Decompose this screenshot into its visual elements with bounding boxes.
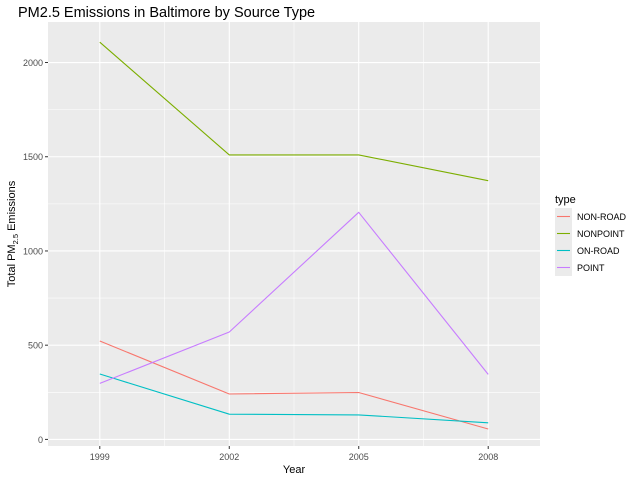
legend: type NON-ROAD NONPOINT ON-ROAD POINT: [555, 194, 626, 276]
x-tick-label: 2008: [478, 452, 498, 462]
y-tick-label: 1000: [23, 246, 43, 256]
series-line-point: [99, 211, 489, 384]
series-line-on-road: [99, 373, 489, 424]
x-tick-label: 1999: [90, 452, 110, 462]
y-tick-label: 2000: [23, 58, 43, 68]
series-line-nonpoint: [99, 41, 489, 182]
legend-label: ON-ROAD: [577, 246, 620, 256]
x-tick-label: 2005: [349, 452, 369, 462]
y-tick-label: 500: [28, 341, 43, 351]
series-lines: [99, 41, 489, 430]
legend-label: NONPOINT: [577, 229, 625, 239]
y-tick-label: 1500: [23, 152, 43, 162]
y-axis-label: Total PM2.5 Emissions: [6, 180, 20, 287]
x-axis: 1999 2002 2005 2008: [90, 446, 498, 462]
chart-title: PM2.5 Emissions in Baltimore by Source T…: [18, 5, 315, 21]
grid-minor: [48, 22, 540, 446]
x-tick-label: 2002: [219, 452, 239, 462]
y-axis-label-suffix: Emissions: [6, 180, 18, 234]
y-axis: 0 500 1000 1500 2000: [23, 58, 48, 445]
x-axis-label: Year: [283, 464, 306, 476]
y-tick-label: 0: [38, 435, 43, 445]
legend-label: POINT: [577, 263, 605, 273]
grid-major: [48, 22, 540, 446]
y-axis-label-subscript: 2.5: [11, 234, 20, 244]
y-axis-label-prefix: Total PM: [6, 244, 18, 287]
legend-title: type: [555, 194, 576, 206]
legend-label: NON-ROAD: [577, 212, 626, 222]
series-line-non-road: [99, 340, 489, 430]
